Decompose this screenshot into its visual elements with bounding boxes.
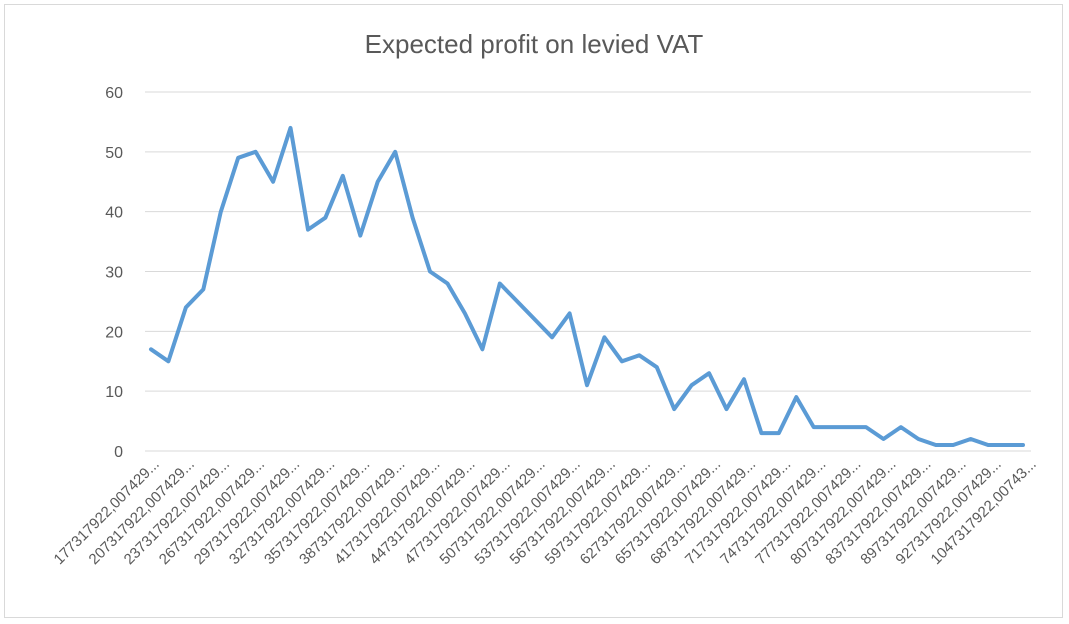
line-chart: Expected profit on levied VAT 0 10 20 30 40 5… xyxy=(51,29,1040,568)
y-tick-label: 60 xyxy=(105,85,123,102)
series-line xyxy=(149,125,1025,447)
y-tick-label: 20 xyxy=(105,324,123,341)
x-axis-tick-labels: 177317922,007429...207317922,007429...23… xyxy=(51,456,1040,568)
gridlines xyxy=(145,91,1031,452)
series-layer xyxy=(149,125,1025,447)
chart-title: Expected profit on levied VAT xyxy=(365,29,704,59)
y-tick-label: 50 xyxy=(105,145,123,162)
y-tick-label: 40 xyxy=(105,205,123,222)
y-tick-label: 10 xyxy=(105,384,123,401)
y-tick-label: 30 xyxy=(105,265,123,282)
chart-frame: Expected profit on levied VAT 0 10 20 30 40 5… xyxy=(4,4,1063,618)
y-tick-label: 0 xyxy=(114,444,123,461)
y-axis-tick-labels: 0 10 20 30 40 50 60 xyxy=(105,85,123,461)
